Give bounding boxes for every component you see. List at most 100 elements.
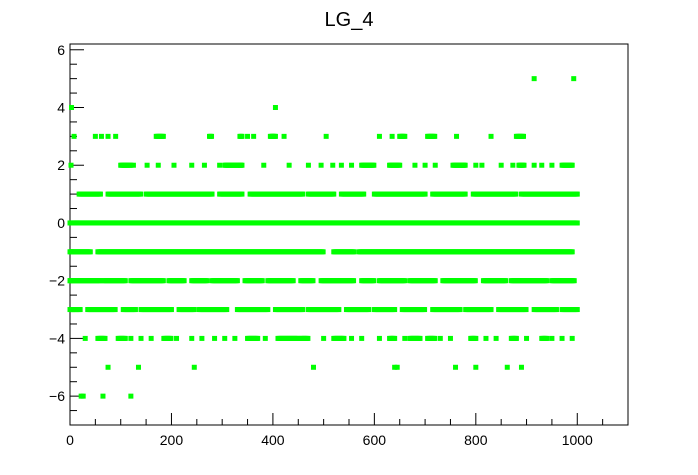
chart-title: LG_4 xyxy=(325,9,374,31)
data-point xyxy=(300,191,306,197)
data-point xyxy=(571,278,577,284)
data-point xyxy=(389,133,395,139)
data-point xyxy=(569,162,575,168)
data-point xyxy=(432,133,438,139)
data-point xyxy=(402,278,408,284)
data-point xyxy=(82,335,88,341)
data-point xyxy=(128,162,134,168)
data-point xyxy=(371,162,377,168)
data-point xyxy=(189,335,195,341)
data-point xyxy=(77,307,83,313)
data-point xyxy=(483,335,489,341)
x-tick-label: 600 xyxy=(363,432,387,448)
data-point xyxy=(544,335,550,341)
data-point xyxy=(168,335,174,341)
data-point xyxy=(473,162,479,168)
data-point xyxy=(574,220,580,226)
data-point xyxy=(234,278,240,284)
data-point xyxy=(544,278,550,284)
data-point xyxy=(524,335,530,341)
data-point xyxy=(330,162,336,168)
data-point xyxy=(138,191,144,197)
data-point xyxy=(239,133,245,139)
data-point xyxy=(148,335,154,341)
data-point xyxy=(422,191,428,197)
data-point xyxy=(376,335,382,341)
data-point xyxy=(521,133,527,139)
y-tick-label: −4 xyxy=(49,330,65,346)
x-axis: 0 200 400 600 800 1000 xyxy=(66,413,629,448)
data-point xyxy=(130,162,136,168)
data-point xyxy=(531,162,537,168)
data-point xyxy=(132,307,138,313)
data-point xyxy=(432,278,438,284)
data-point xyxy=(92,133,98,139)
data-point xyxy=(569,335,575,341)
data-point xyxy=(359,335,365,341)
data-point xyxy=(100,393,106,399)
data-point xyxy=(559,335,565,341)
data-point xyxy=(523,307,529,313)
data-point xyxy=(351,278,357,284)
data-point xyxy=(69,105,75,110)
data-point xyxy=(237,162,243,168)
data-point xyxy=(513,191,519,197)
plot-frame xyxy=(69,43,629,426)
data-point xyxy=(98,133,104,139)
data-point xyxy=(392,335,398,341)
data-point xyxy=(87,249,93,255)
data-point xyxy=(305,335,311,341)
data-point xyxy=(300,307,306,313)
data-point xyxy=(323,133,329,139)
data-point xyxy=(181,278,187,284)
data-point xyxy=(454,133,460,139)
data-point xyxy=(105,133,111,139)
data-point xyxy=(222,335,228,341)
data-point xyxy=(290,278,296,284)
data-point xyxy=(112,307,118,313)
data-point xyxy=(201,162,207,168)
data-point xyxy=(417,335,423,341)
data-point xyxy=(493,335,499,341)
data-point xyxy=(245,133,251,139)
data-point xyxy=(397,162,403,168)
data-point xyxy=(432,335,438,341)
data-point xyxy=(160,133,166,139)
data-markers xyxy=(67,76,580,399)
data-point xyxy=(504,364,510,370)
data-point xyxy=(513,335,519,341)
data-point xyxy=(488,307,494,313)
data-point xyxy=(286,162,292,168)
data-point xyxy=(189,162,195,168)
data-point xyxy=(510,162,516,168)
data-point xyxy=(432,162,438,168)
y-tick-label: 0 xyxy=(57,215,65,231)
data-point xyxy=(574,191,580,197)
data-point xyxy=(336,307,342,313)
data-point xyxy=(310,278,316,284)
data-point xyxy=(128,393,134,399)
data-point xyxy=(209,133,215,139)
data-point xyxy=(97,278,103,284)
data-point xyxy=(310,364,316,370)
data-point xyxy=(212,335,218,341)
data-point xyxy=(155,162,161,168)
data-point xyxy=(574,307,580,313)
data-point xyxy=(204,278,210,284)
y-axis: −6 −4 −2 0 2 4 6 xyxy=(49,42,84,426)
x-tick-label: 0 xyxy=(66,432,74,448)
data-point xyxy=(270,133,276,139)
data-point xyxy=(135,364,141,370)
data-point xyxy=(239,191,245,197)
data-point xyxy=(174,335,180,341)
y-tick-label: 6 xyxy=(57,42,65,58)
data-point xyxy=(376,133,382,139)
data-point xyxy=(392,307,398,313)
data-point xyxy=(473,364,479,370)
data-point xyxy=(80,393,86,399)
data-point xyxy=(539,162,545,168)
y-tick-label: −2 xyxy=(49,273,65,289)
data-point xyxy=(371,278,377,284)
data-point xyxy=(392,364,398,370)
